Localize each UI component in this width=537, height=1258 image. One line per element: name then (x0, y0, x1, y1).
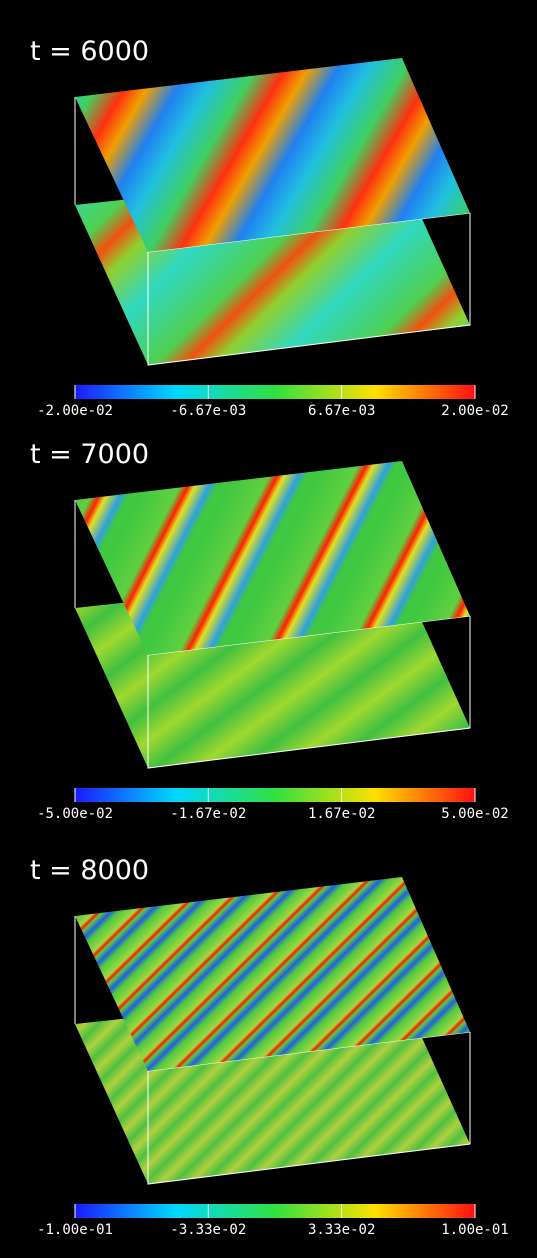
panel-title: t = 6000 (30, 36, 149, 67)
panel: t = 7000 -5.00e-02 -1.67e-02 1.67e-02 5.00e-… (30, 439, 509, 822)
colorbar (75, 385, 475, 399)
panel-title: t = 8000 (30, 855, 149, 886)
panel: t = 6000 -2.00e-02 -6.67e-03 6.67e-03 2.00e-… (30, 36, 509, 419)
colorbar-label: 2.00e-02 (441, 403, 508, 419)
box-edge (147, 1032, 471, 1185)
colorbar-label: 6.67e-03 (308, 403, 375, 419)
colorbar (75, 788, 475, 802)
panel: t = 8000 -1.00e-01 -3.33e-02 3.33e-02 1.00e-… (30, 855, 509, 1238)
top-plane (75, 877, 470, 1071)
colorbar-label: -1.00e-01 (37, 1222, 113, 1238)
box-edge (147, 616, 471, 769)
colorbar-label: 3.33e-02 (308, 1222, 375, 1238)
colorbar-label: -6.67e-03 (170, 403, 246, 419)
colorbar-label: 1.67e-02 (308, 806, 375, 822)
colorbar-label: -1.67e-02 (170, 806, 246, 822)
colorbar-label: 5.00e-02 (441, 806, 508, 822)
panel-title: t = 7000 (30, 439, 149, 470)
top-plane (75, 58, 470, 252)
colorbar-label: -5.00e-02 (37, 806, 113, 822)
box-edge (147, 213, 471, 366)
colorbar-label: -3.33e-02 (170, 1222, 246, 1238)
colorbar-label: 1.00e-01 (441, 1222, 508, 1238)
colorbar (75, 1204, 475, 1218)
colorbar-label: -2.00e-02 (37, 403, 113, 419)
top-plane (75, 461, 470, 655)
